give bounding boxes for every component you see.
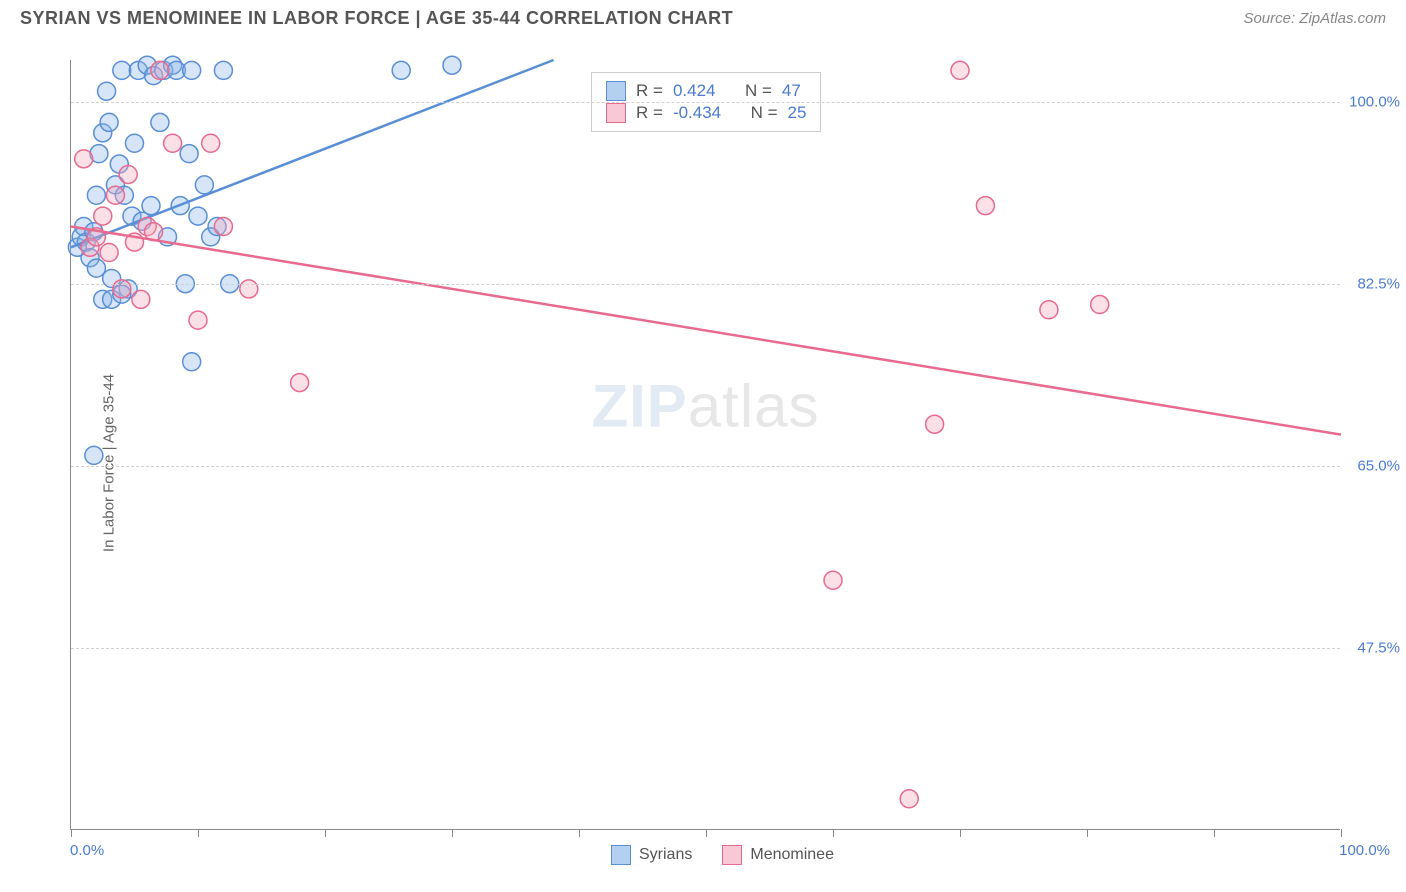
data-point	[100, 113, 118, 131]
x-tick	[1214, 829, 1215, 837]
data-point	[240, 280, 258, 298]
data-point	[392, 61, 410, 79]
chart-container: In Labor Force | Age 35-44 ZIPatlas R = …	[30, 50, 1390, 875]
data-point	[100, 244, 118, 262]
legend-swatch	[611, 845, 631, 865]
data-point	[443, 56, 461, 74]
data-point	[119, 165, 137, 183]
gridline	[71, 102, 1340, 103]
legend-series-item: Syrians	[611, 845, 692, 865]
gridline	[71, 466, 1340, 467]
data-point	[142, 197, 160, 215]
data-point	[195, 176, 213, 194]
y-tick-label: 100.0%	[1349, 93, 1400, 110]
data-point	[291, 374, 309, 392]
x-axis-min-label: 0.0%	[70, 842, 104, 859]
data-point	[151, 113, 169, 131]
data-point	[113, 61, 131, 79]
legend-series-name: Menominee	[750, 846, 834, 864]
x-tick	[706, 829, 707, 837]
data-point	[951, 61, 969, 79]
x-tick	[325, 829, 326, 837]
data-point	[75, 150, 93, 168]
data-point	[189, 207, 207, 225]
legend-series-name: Syrians	[639, 846, 692, 864]
chart-svg	[71, 60, 1341, 830]
plot-area: ZIPatlas R = 0.424 N = 47R = -0.434 N = …	[70, 60, 1340, 830]
data-point	[98, 82, 116, 100]
data-point	[126, 134, 144, 152]
chart-title: SYRIAN VS MENOMINEE IN LABOR FORCE | AGE…	[20, 8, 733, 29]
x-tick	[833, 829, 834, 837]
data-point	[1091, 296, 1109, 314]
data-point	[824, 571, 842, 589]
gridline	[71, 648, 1340, 649]
x-tick	[71, 829, 72, 837]
data-point	[87, 259, 105, 277]
x-tick	[960, 829, 961, 837]
data-point	[151, 61, 169, 79]
x-tick	[198, 829, 199, 837]
source-label: Source: ZipAtlas.com	[1243, 10, 1386, 27]
legend-series-item: Menominee	[722, 845, 834, 865]
data-point	[202, 134, 220, 152]
data-point	[87, 186, 105, 204]
y-tick-label: 47.5%	[1357, 639, 1400, 656]
y-tick-label: 82.5%	[1357, 275, 1400, 292]
y-tick-label: 65.0%	[1357, 457, 1400, 474]
data-point	[164, 134, 182, 152]
data-point	[94, 207, 112, 225]
data-point	[976, 197, 994, 215]
trend-line	[71, 226, 1341, 434]
x-tick	[1341, 829, 1342, 837]
data-point	[214, 217, 232, 235]
x-tick	[579, 829, 580, 837]
legend-series: Syrians Menominee	[611, 845, 834, 865]
gridline	[71, 284, 1340, 285]
data-point	[132, 290, 150, 308]
data-point	[113, 280, 131, 298]
data-point	[180, 145, 198, 163]
data-point	[106, 186, 124, 204]
data-point	[183, 353, 201, 371]
data-point	[900, 790, 918, 808]
data-point	[926, 415, 944, 433]
data-point	[214, 61, 232, 79]
x-axis-max-label: 100.0%	[1339, 842, 1390, 859]
x-tick	[1087, 829, 1088, 837]
data-point	[85, 446, 103, 464]
data-point	[189, 311, 207, 329]
data-point	[1040, 301, 1058, 319]
x-tick	[452, 829, 453, 837]
data-point	[183, 61, 201, 79]
legend-swatch	[722, 845, 742, 865]
